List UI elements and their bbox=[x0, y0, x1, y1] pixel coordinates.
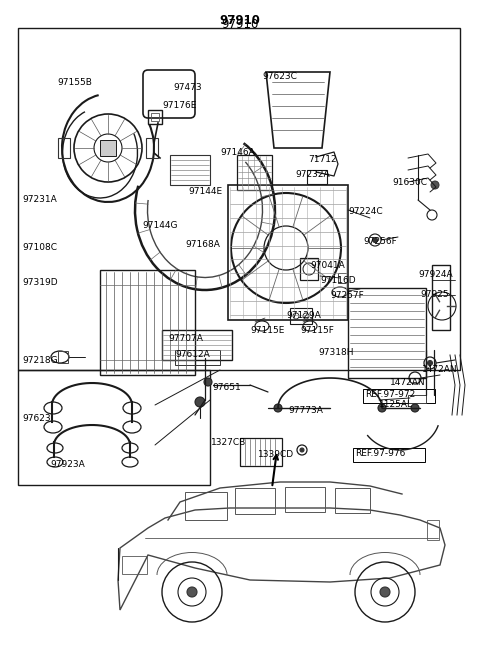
Bar bbox=[122, 556, 147, 574]
Text: REF.97-976: REF.97-976 bbox=[355, 449, 406, 458]
Text: 71712: 71712 bbox=[308, 155, 336, 164]
Bar bbox=[290, 308, 312, 324]
Bar bbox=[240, 438, 282, 466]
Bar bbox=[162, 330, 232, 360]
Text: 97168A: 97168A bbox=[185, 240, 220, 249]
Text: 1339CD: 1339CD bbox=[258, 450, 294, 459]
Bar bbox=[237, 155, 272, 190]
Bar bbox=[146, 138, 158, 158]
Text: 97116D: 97116D bbox=[320, 276, 356, 285]
Bar bbox=[100, 140, 116, 156]
Text: 91630C: 91630C bbox=[392, 178, 427, 187]
Bar bbox=[185, 492, 227, 520]
Bar bbox=[427, 520, 439, 540]
Text: 97224C: 97224C bbox=[348, 207, 383, 216]
Text: 97041A: 97041A bbox=[310, 261, 345, 270]
Circle shape bbox=[411, 404, 419, 412]
Text: 97108C: 97108C bbox=[22, 243, 57, 252]
Text: 97155B: 97155B bbox=[57, 78, 92, 87]
Text: 97319D: 97319D bbox=[22, 278, 58, 287]
Text: 97910: 97910 bbox=[219, 14, 261, 27]
Text: 1472AN: 1472AN bbox=[390, 378, 426, 387]
Text: 97257F: 97257F bbox=[330, 291, 364, 300]
Text: 97612A: 97612A bbox=[175, 350, 210, 359]
Text: 97910: 97910 bbox=[221, 18, 259, 31]
Text: 97144G: 97144G bbox=[142, 221, 178, 230]
Bar bbox=[307, 170, 327, 184]
Bar bbox=[335, 488, 370, 513]
Circle shape bbox=[372, 238, 377, 242]
Bar bbox=[285, 487, 325, 512]
Bar bbox=[228, 185, 348, 320]
Bar bbox=[353, 448, 425, 462]
Bar bbox=[100, 270, 195, 375]
Bar bbox=[235, 488, 275, 514]
Bar bbox=[151, 113, 159, 121]
Bar bbox=[18, 28, 460, 370]
Text: 97218G: 97218G bbox=[22, 356, 58, 365]
Bar bbox=[300, 258, 318, 280]
Text: 97231A: 97231A bbox=[22, 195, 57, 204]
Text: 97651: 97651 bbox=[212, 383, 241, 392]
Bar bbox=[348, 288, 426, 378]
Bar bbox=[170, 155, 210, 185]
Text: 97144E: 97144E bbox=[188, 187, 222, 196]
Bar bbox=[18, 370, 210, 485]
Circle shape bbox=[300, 448, 304, 452]
Text: 97924A: 97924A bbox=[418, 270, 453, 279]
Circle shape bbox=[378, 404, 386, 412]
Bar bbox=[338, 273, 348, 283]
Text: 1125AL: 1125AL bbox=[379, 400, 413, 409]
Text: 97115F: 97115F bbox=[300, 326, 334, 335]
Text: 1472AN: 1472AN bbox=[422, 365, 457, 374]
Circle shape bbox=[204, 378, 212, 386]
Text: 1327CB: 1327CB bbox=[211, 438, 246, 447]
Bar bbox=[363, 389, 435, 403]
Text: 97256F: 97256F bbox=[363, 237, 397, 246]
Text: 97473: 97473 bbox=[173, 83, 202, 92]
Text: 97925: 97925 bbox=[420, 290, 449, 299]
Bar bbox=[432, 265, 450, 330]
Text: 97115E: 97115E bbox=[250, 326, 284, 335]
Text: 97923A: 97923A bbox=[50, 460, 85, 469]
Circle shape bbox=[431, 181, 439, 189]
Bar bbox=[58, 351, 68, 363]
Text: 97707A: 97707A bbox=[168, 334, 203, 343]
Text: 97146A: 97146A bbox=[220, 148, 255, 157]
Circle shape bbox=[274, 404, 282, 412]
Circle shape bbox=[428, 360, 432, 365]
Bar bbox=[58, 138, 70, 158]
Text: 97623: 97623 bbox=[22, 414, 50, 423]
Text: 97623C: 97623C bbox=[262, 72, 297, 81]
Bar bbox=[408, 395, 426, 403]
Text: REF.97-972: REF.97-972 bbox=[365, 390, 415, 399]
Text: 97176E: 97176E bbox=[162, 101, 196, 110]
Text: 97129A: 97129A bbox=[286, 311, 321, 320]
Circle shape bbox=[380, 587, 390, 597]
Bar bbox=[148, 110, 162, 124]
Text: 97318H: 97318H bbox=[318, 348, 353, 357]
Text: 97773A: 97773A bbox=[288, 406, 323, 415]
Bar bbox=[175, 350, 220, 365]
Text: 97232A: 97232A bbox=[295, 170, 330, 179]
Circle shape bbox=[187, 587, 197, 597]
Circle shape bbox=[195, 397, 205, 407]
